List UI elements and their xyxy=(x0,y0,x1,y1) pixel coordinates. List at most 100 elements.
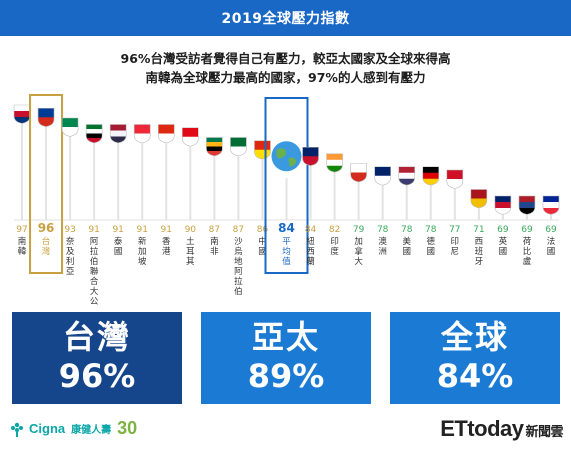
value-label-10: 86 xyxy=(257,225,269,235)
flag-stripe-14-0 xyxy=(350,163,367,173)
flag-stripe-18-0 xyxy=(446,170,463,180)
category-label-3-1: 拉 xyxy=(90,246,99,257)
category-label-22-1: 國 xyxy=(547,247,556,257)
headline-line-2: 南韓為全球壓力最高的國家，97%的人感到有壓力 xyxy=(145,70,426,85)
category-label-21-1: 比 xyxy=(523,246,532,257)
category-label-19-2: 牙 xyxy=(475,257,484,267)
flag-stripe-4-0 xyxy=(110,124,127,131)
card-taiwan-label: 台灣 xyxy=(62,318,131,356)
card-asia-label: 亞太 xyxy=(251,318,320,356)
category-label-2-3: 亞 xyxy=(66,267,75,277)
flag-stripe-16-2 xyxy=(398,178,415,186)
value-label-16: 78 xyxy=(401,225,413,235)
category-label-15-0: 澳 xyxy=(378,236,387,247)
flag-stripe-3-2 xyxy=(86,133,103,139)
value-label-6: 91 xyxy=(161,225,172,235)
flag-stripe-9-0 xyxy=(230,137,247,147)
category-label-11-1: 均 xyxy=(282,246,291,257)
category-label-6-0: 香 xyxy=(162,236,171,247)
flag-icon-22 xyxy=(542,195,560,215)
flag-stripe-17-2 xyxy=(422,178,439,186)
value-label-7: 90 xyxy=(185,225,197,235)
cigna-logo-cn: 康健人壽 xyxy=(71,425,112,436)
category-label-20-1: 國 xyxy=(499,247,508,257)
category-label-3-6: 公 xyxy=(90,297,99,307)
globe-icon xyxy=(271,141,302,172)
globe-land-icon xyxy=(276,148,297,167)
flag-stripe-8-1 xyxy=(206,142,223,147)
flag-stripe-21-1 xyxy=(518,202,535,209)
category-label-14-0: 加 xyxy=(354,236,363,247)
category-label-13-1: 度 xyxy=(330,246,339,257)
ettoday-brand-text: ETtoday xyxy=(440,416,524,441)
value-label-12: 84 xyxy=(305,225,317,235)
anniversary-badge: 30 xyxy=(117,418,138,438)
value-label-2: 93 xyxy=(64,225,75,235)
footer: Cigna 康健人壽 30 ETtoday 新聞雲 xyxy=(0,408,571,450)
flag-stripe-12-1 xyxy=(302,156,319,166)
flag-icon-9 xyxy=(230,137,247,157)
flag-stripe-13-0 xyxy=(326,153,343,161)
category-label-9-2: 地 xyxy=(234,256,243,267)
flag-icon-4 xyxy=(109,124,127,144)
cigna-logo-text: Cigna xyxy=(29,421,66,436)
flag-stripe-22-1 xyxy=(543,202,559,209)
value-label-19: 71 xyxy=(473,225,484,235)
flag-icon-19 xyxy=(470,189,488,209)
headline: 96%台灣受訪者覺得自己有壓力，較亞太國家及全球來得高 南韓為全球壓力最高的國家… xyxy=(0,49,571,87)
flag-stripe-19-0 xyxy=(470,189,487,199)
flag-stripe-21-2 xyxy=(518,208,535,215)
chart-title: 2019全球壓力指數 xyxy=(0,0,571,36)
flag-icon-3 xyxy=(85,124,103,144)
category-label-21-0: 荷 xyxy=(523,236,532,247)
flag-stripe-3-0 xyxy=(86,124,103,130)
value-label-21: 69 xyxy=(521,225,533,235)
category-label-8-0: 南 xyxy=(210,236,219,247)
flag-stripe-7-0 xyxy=(182,127,199,138)
flag-stripe-0-0 xyxy=(14,105,30,112)
value-label-17: 78 xyxy=(425,225,437,235)
category-label-4-0: 泰 xyxy=(114,236,123,247)
category-label-4-1: 國 xyxy=(114,247,123,257)
card-global: 全球 84% xyxy=(390,312,560,404)
category-label-1-0: 台 xyxy=(42,236,51,247)
category-label-9-5: 伯 xyxy=(234,286,243,297)
category-label-11-0: 平 xyxy=(282,237,291,247)
flag-stripe-8-0 xyxy=(206,137,223,143)
flag-stripe-2-0 xyxy=(62,118,79,128)
flag-stripe-15-1 xyxy=(374,175,391,186)
flag-stripe-16-1 xyxy=(398,172,415,180)
flag-icon-20 xyxy=(494,195,512,215)
category-label-1-1: 灣 xyxy=(42,246,51,257)
flag-icon-6 xyxy=(157,124,175,144)
flag-icon-2 xyxy=(61,117,79,137)
ettoday-brand: ETtoday 新聞雲 xyxy=(440,416,563,442)
category-label-3-4: 合 xyxy=(90,276,99,287)
category-label-11-2: 值 xyxy=(282,256,291,267)
category-label-12-2: 蘭 xyxy=(306,256,315,267)
value-label-20: 69 xyxy=(497,225,509,235)
flag-stripe-17-0 xyxy=(422,166,439,174)
category-label-5-0: 新 xyxy=(138,236,147,247)
flag-icon-10 xyxy=(254,140,271,160)
category-label-9-4: 拉 xyxy=(234,276,243,287)
flag-stripe-4-1 xyxy=(110,130,127,137)
card-taiwan-value: 96% xyxy=(58,357,136,395)
flag-icon-8 xyxy=(206,137,223,157)
cigna-tree-icon xyxy=(11,422,23,437)
flag-stripe-22-2 xyxy=(543,208,559,215)
flag-icon-7 xyxy=(182,127,199,147)
category-label-20-0: 英 xyxy=(499,236,508,247)
category-label-2-1: 及 xyxy=(66,247,75,257)
flag-stripe-6-1 xyxy=(158,133,175,143)
category-label-2-0: 奈 xyxy=(66,236,75,247)
category-label-6-1: 港 xyxy=(162,246,171,257)
flag-stripe-15-0 xyxy=(374,166,391,177)
flag-stripe-13-2 xyxy=(326,165,343,173)
value-label-0: 97 xyxy=(16,225,27,235)
value-label-15: 78 xyxy=(377,225,389,235)
card-global-value: 84% xyxy=(436,357,514,395)
category-label-0-0: 南 xyxy=(18,236,27,247)
flag-stripe-9-1 xyxy=(230,146,247,156)
category-label-12-0: 紐 xyxy=(306,236,315,247)
